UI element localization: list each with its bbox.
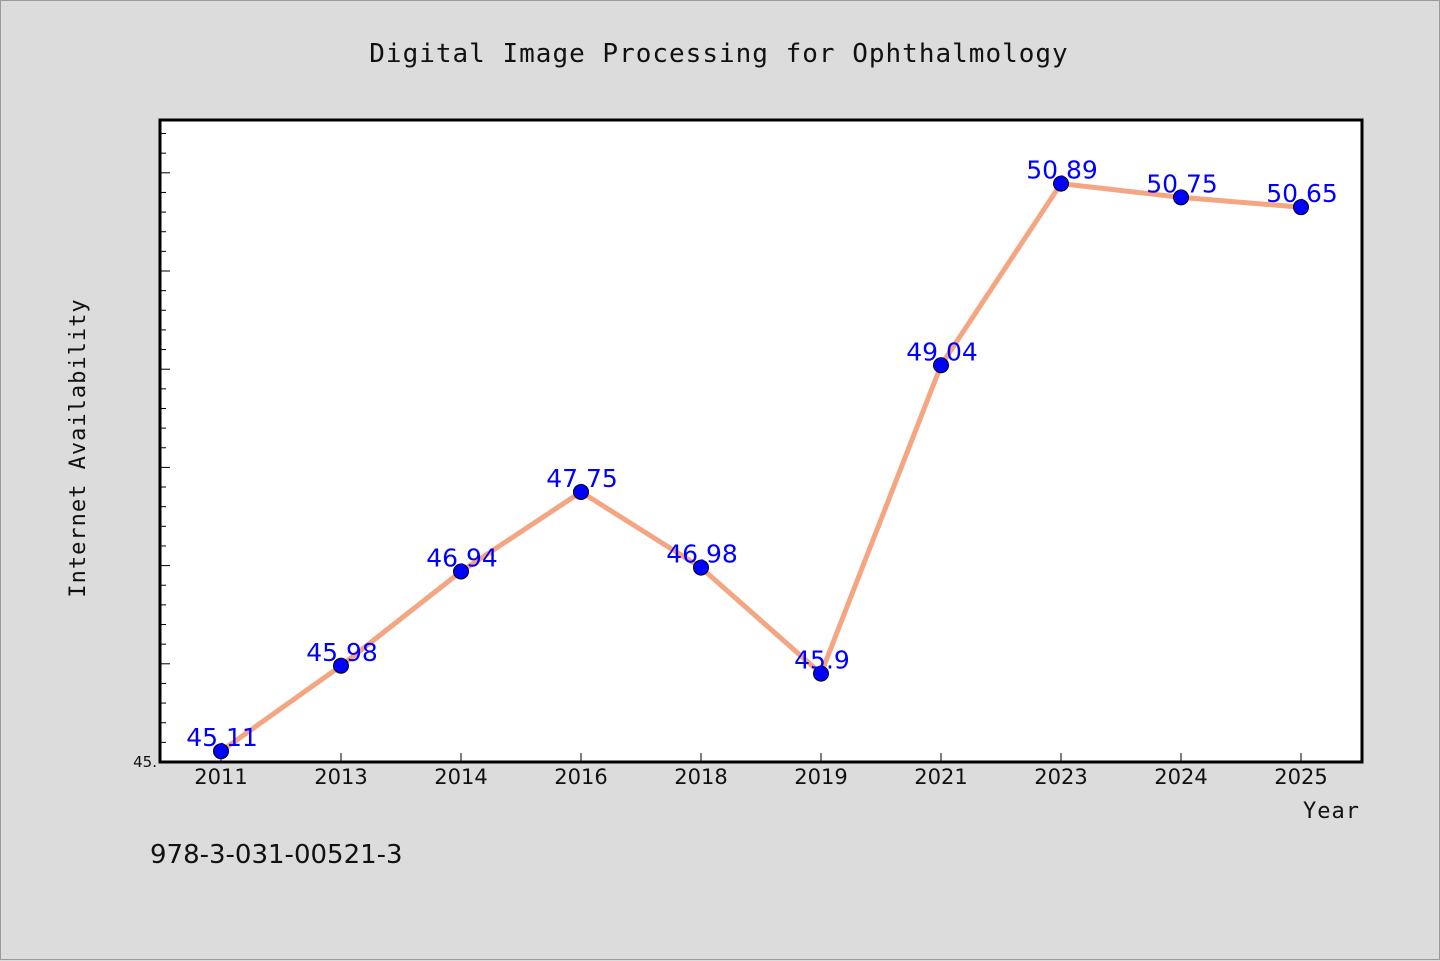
- data-point: [1293, 199, 1309, 216]
- series-markers: [213, 175, 1309, 760]
- x-tick-label: 2013: [314, 765, 367, 789]
- data-label: 45.9: [794, 646, 850, 675]
- data-label: 47.75: [546, 464, 618, 493]
- data-point: [1173, 189, 1189, 206]
- x-tick-label: 2021: [914, 765, 967, 789]
- x-tick-label: 2019: [794, 765, 847, 789]
- y-axis-label: Internet Availability: [66, 298, 91, 597]
- data-point: [453, 563, 469, 580]
- data-label: 50.65: [1266, 179, 1338, 208]
- data-label: 45.11: [186, 723, 258, 752]
- data-point: [573, 483, 589, 500]
- data-point: [813, 665, 829, 682]
- x-tick-label: 2025: [1274, 765, 1327, 789]
- chart-title: Digital Image Processing for Ophthalmolo…: [369, 39, 1068, 69]
- data-label: 46.98: [666, 540, 738, 569]
- x-tick-label: 2023: [1034, 765, 1087, 789]
- x-tick-label: 2011: [194, 765, 247, 789]
- x-tick-label: 2016: [554, 765, 607, 789]
- y-axis-ticks: [160, 133, 170, 743]
- data-point: [333, 657, 349, 674]
- plot-area: [158, 118, 1364, 764]
- y-axis-tick-labels: 45.: [133, 753, 157, 771]
- x-tick-label: 2018: [674, 765, 727, 789]
- footer-isbn: 978-3-031-00521-3: [150, 840, 403, 870]
- x-axis-ticks: [220, 753, 1302, 762]
- data-label: 50.75: [1146, 169, 1218, 198]
- x-axis-label: Year: [1303, 799, 1360, 824]
- x-tick-label: 2014: [434, 765, 487, 789]
- data-label: 45.98: [306, 638, 378, 667]
- y-tick-label: 45.: [133, 753, 157, 771]
- data-label: 50.89: [1026, 156, 1098, 185]
- data-point: [213, 743, 229, 760]
- data-label: 49.04: [906, 337, 978, 366]
- x-axis-tick-labels: 2011 2013 2014 2016 2018 2019 2021 2023 2024 2025: [194, 765, 1327, 789]
- data-labels: 45.11 45.98 46.94 47.75 46.98 45.9 49.04 50.89 5…: [186, 156, 1338, 753]
- series-line: [218, 181, 1304, 754]
- data-point: [933, 357, 949, 374]
- data-label: 46.94: [426, 543, 498, 572]
- data-point: [693, 559, 709, 576]
- x-tick-label: 2024: [1154, 765, 1207, 789]
- data-point: [1053, 175, 1069, 192]
